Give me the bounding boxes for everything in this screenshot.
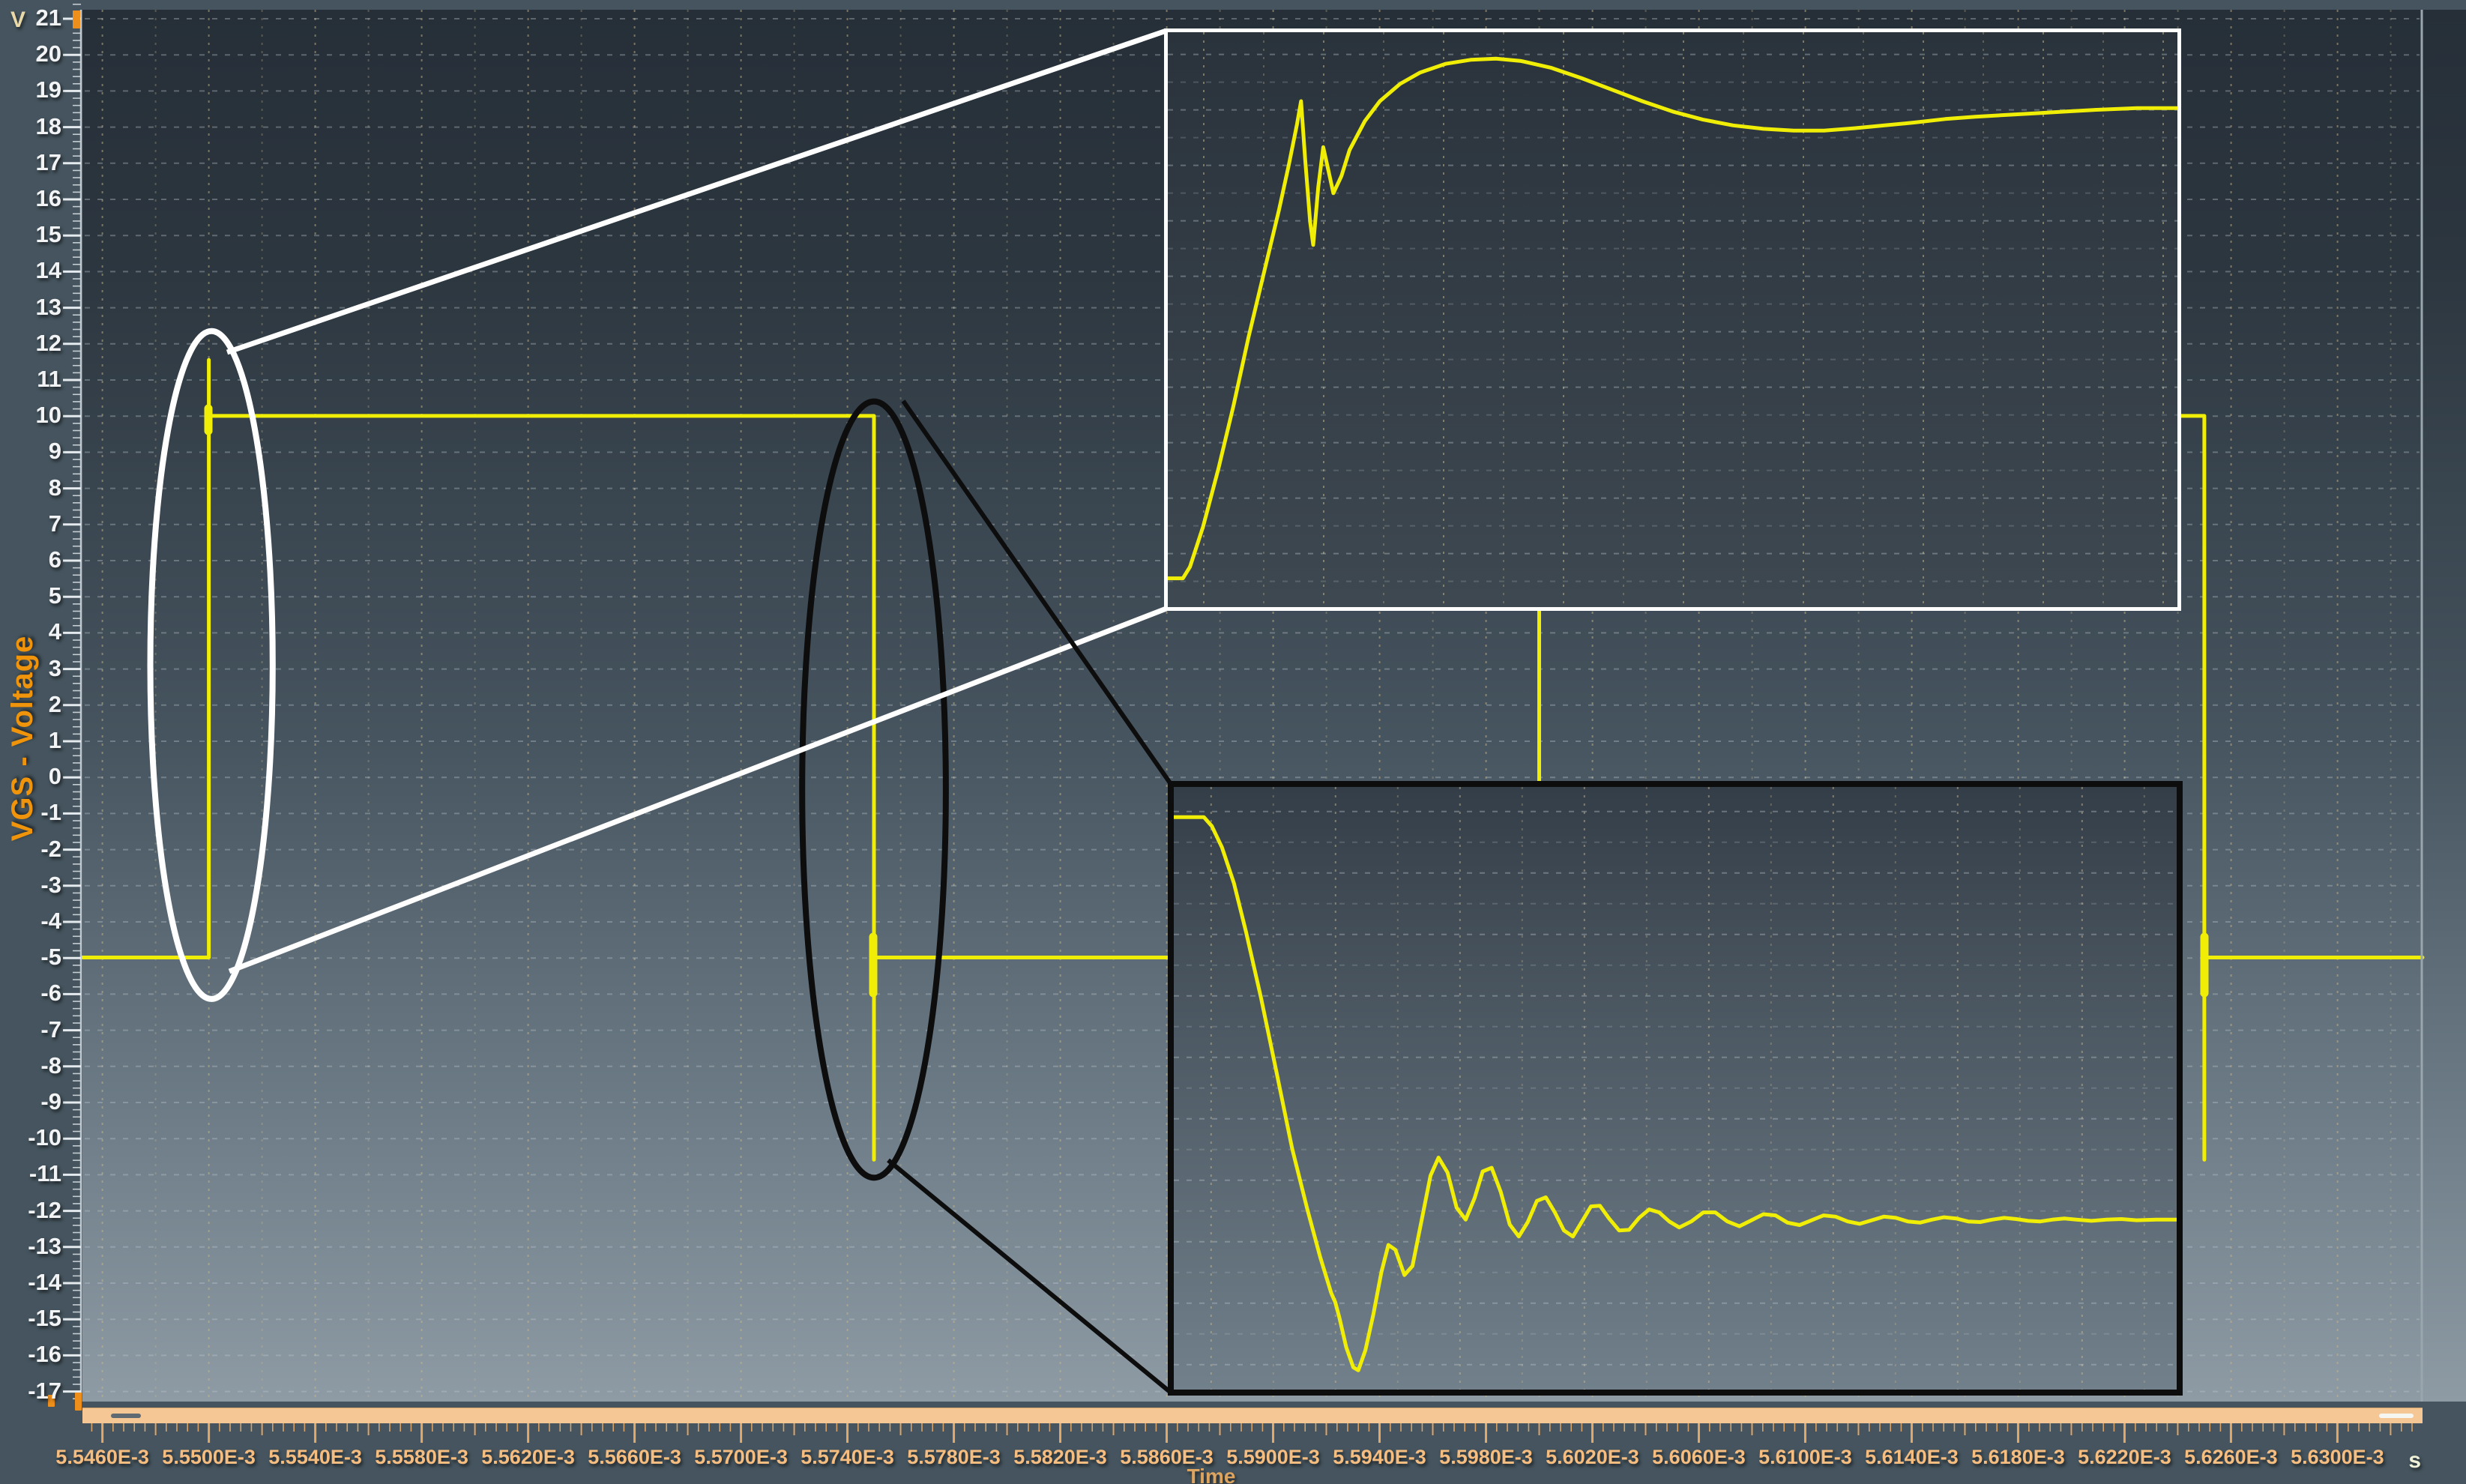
y-tick-label: 14 [35, 257, 61, 284]
y-tick-label: -12 [28, 1196, 61, 1223]
y-tick-label: 15 [35, 221, 61, 248]
axis-handle-2[interactable] [48, 1395, 55, 1407]
y-tick-label: -1 [40, 799, 61, 826]
y-tick-label: 1 [48, 727, 61, 753]
y-tick-label: 7 [48, 510, 61, 537]
y-tick-label: -7 [40, 1016, 61, 1043]
x-tick-label: 5.5860E-3 [1120, 1446, 1214, 1468]
x-tick-label: 5.5940E-3 [1333, 1446, 1426, 1468]
inset-grid [1174, 787, 2177, 1390]
x-tick-label: 5.5700E-3 [694, 1446, 788, 1468]
y-tick-label: -2 [40, 835, 61, 862]
x-tick-label: 5.5580E-3 [375, 1446, 468, 1468]
x-tick-label: 5.5740E-3 [801, 1446, 894, 1468]
x-axis-title: Time [1187, 1465, 1236, 1484]
y-tick-label: 17 [35, 148, 61, 175]
y-tick-label: -13 [28, 1232, 61, 1259]
callout-line-1 [228, 606, 1168, 974]
y-axis-title: VGS - Voltage [6, 635, 39, 842]
y-tick-label: 10 [35, 402, 61, 429]
y-tick-label: -6 [40, 980, 61, 1007]
y-tick-label: -9 [40, 1088, 61, 1114]
inset-rising-edge-detail [1164, 28, 2181, 611]
y-tick-label: 12 [35, 329, 61, 356]
x-tick-label: 5.5780E-3 [907, 1446, 1001, 1468]
main-trace [80, 358, 2425, 1162]
x-tick-label: 5.6060E-3 [1652, 1446, 1746, 1468]
x-tick-label: 5.5620E-3 [481, 1446, 575, 1468]
x-tick-label: 5.5900E-3 [1226, 1446, 1320, 1468]
x-tick-label: 5.5540E-3 [268, 1446, 362, 1468]
zoom-ellipse-rising-edge [147, 328, 276, 1002]
x-tick-label: 5.6260E-3 [2184, 1446, 2278, 1468]
y-tick-label: -3 [40, 871, 61, 898]
y-tick-label: 21 [35, 4, 61, 31]
y-tick-label: 9 [48, 438, 61, 465]
y-tick-label: 4 [48, 618, 61, 645]
falling-edge-zoom-trace [1174, 787, 2177, 1390]
x-tick-label: 5.5660E-3 [588, 1446, 681, 1468]
y-tick-label: 16 [35, 185, 61, 211]
x-tick-label: 5.6220E-3 [2078, 1446, 2171, 1468]
callout-line-2 [901, 399, 1173, 785]
x-ruler[interactable] [91, 1423, 2413, 1443]
axis-handle-1[interactable] [75, 1393, 82, 1411]
x-axis-unit-label: s [2408, 1448, 2421, 1473]
scrollbar-right-grip[interactable] [2379, 1414, 2414, 1418]
x-tick-label: 5.5460E-3 [55, 1446, 149, 1468]
y-tick-label: -17 [28, 1377, 61, 1404]
y-tick-label: -14 [28, 1269, 61, 1295]
inset-falling-edge-detail [1168, 781, 2183, 1396]
y-tick-label: 8 [48, 474, 61, 501]
x-tick-label: 5.5500E-3 [162, 1446, 256, 1468]
axis-handle-0[interactable] [73, 10, 80, 28]
y-tick-label: 2 [48, 690, 61, 717]
y-ruler[interactable] [63, 0, 82, 1402]
zoom-ellipse-falling-edge [799, 398, 949, 1181]
y-tick-label: 6 [48, 546, 61, 573]
y-tick-label: -16 [28, 1341, 61, 1368]
y-tick-label: 13 [35, 293, 61, 320]
y-tick-label: 5 [48, 582, 61, 609]
y-tick-label: -8 [40, 1052, 61, 1079]
y-tick-label: 0 [48, 763, 61, 790]
inset-trace [1168, 56, 2177, 581]
callout-line-3 [887, 1158, 1172, 1395]
y-tick-label: -10 [28, 1124, 61, 1151]
inset-trace [1174, 815, 2177, 1372]
y-tick-label: -15 [28, 1305, 61, 1332]
y-tick-label: 20 [35, 40, 61, 67]
x-tick-label: 5.6300E-3 [2291, 1446, 2384, 1468]
x-tick-label: 5.6100E-3 [1758, 1446, 1852, 1468]
y-tick-label: 3 [48, 654, 61, 681]
zoom-annotations [147, 28, 1173, 1395]
y-tick-label: 18 [35, 112, 61, 139]
scrollbar-left-grip[interactable] [111, 1414, 141, 1418]
y-tick-label: 11 [37, 366, 61, 392]
x-tick-label: 5.6180E-3 [1971, 1446, 2065, 1468]
y-tick-label: -5 [40, 944, 61, 971]
rising-edge-zoom-trace [1168, 32, 2177, 607]
x-tick-label: 5.5820E-3 [1013, 1446, 1107, 1468]
y-tick-label: -4 [40, 908, 61, 934]
inset-grid [1168, 32, 2177, 607]
x-tick-label: 5.6020E-3 [1546, 1446, 1639, 1468]
x-tick-label: 5.5980E-3 [1439, 1446, 1533, 1468]
callout-line-0 [226, 28, 1168, 355]
y-axis-unit-label: V [10, 7, 26, 32]
y-tick-label: 19 [35, 76, 61, 103]
x-tick-label: 5.6140E-3 [1865, 1446, 1959, 1468]
horizontal-scrollbar[interactable] [82, 1408, 2423, 1423]
y-tick-label: -11 [28, 1160, 61, 1187]
